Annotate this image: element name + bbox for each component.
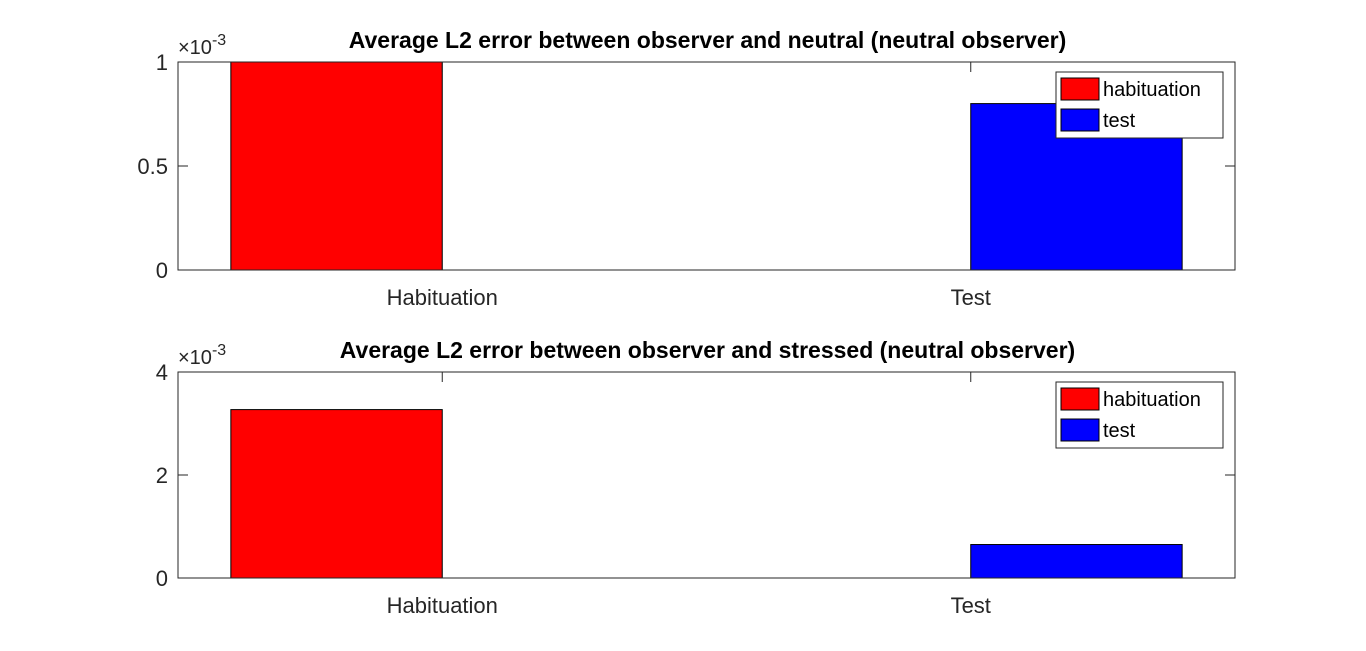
legend-label-habituation: habituation xyxy=(1103,389,1201,411)
y-tick-label: 0 xyxy=(156,258,168,283)
chart-panel-1: 0 0.5 1 Habituation Test ×10-3 Average L2 erro… xyxy=(137,27,1236,310)
x-tick-label: Test xyxy=(951,285,991,310)
y-tick-label: 2 xyxy=(156,463,168,488)
bar-habituation-habituation xyxy=(230,61,443,271)
x-tick-label: Habituation xyxy=(387,593,498,618)
legend-swatch-habituation xyxy=(1060,77,1100,101)
legend-label-test: test xyxy=(1103,110,1136,132)
chart-title: Average L2 error between observer and st… xyxy=(340,337,1075,363)
y-tick-label: 4 xyxy=(156,360,168,385)
legend-label-habituation: habituation xyxy=(1103,79,1201,101)
bar-habituation-habituation xyxy=(230,409,443,579)
y-tick-label: 1 xyxy=(156,50,168,75)
x-tick-label: Test xyxy=(951,593,991,618)
y-exponent-label: ×10-3 xyxy=(178,32,226,59)
chart-panel-2: 0 2 4 Habituation Test ×10-3 Average L2 error … xyxy=(156,337,1236,618)
legend-swatch-test xyxy=(1060,108,1100,132)
legend-swatch-test xyxy=(1060,418,1100,442)
legend-label-test: test xyxy=(1103,420,1136,442)
bar-test-test xyxy=(970,544,1183,579)
y-tick-label: 0.5 xyxy=(137,154,168,179)
y-exponent-label: ×10-3 xyxy=(178,342,226,369)
x-tick-label: Habituation xyxy=(387,285,498,310)
legend-swatch-habituation xyxy=(1060,387,1100,411)
y-tick-label: 0 xyxy=(156,566,168,591)
chart-title: Average L2 error between observer and ne… xyxy=(349,27,1067,53)
